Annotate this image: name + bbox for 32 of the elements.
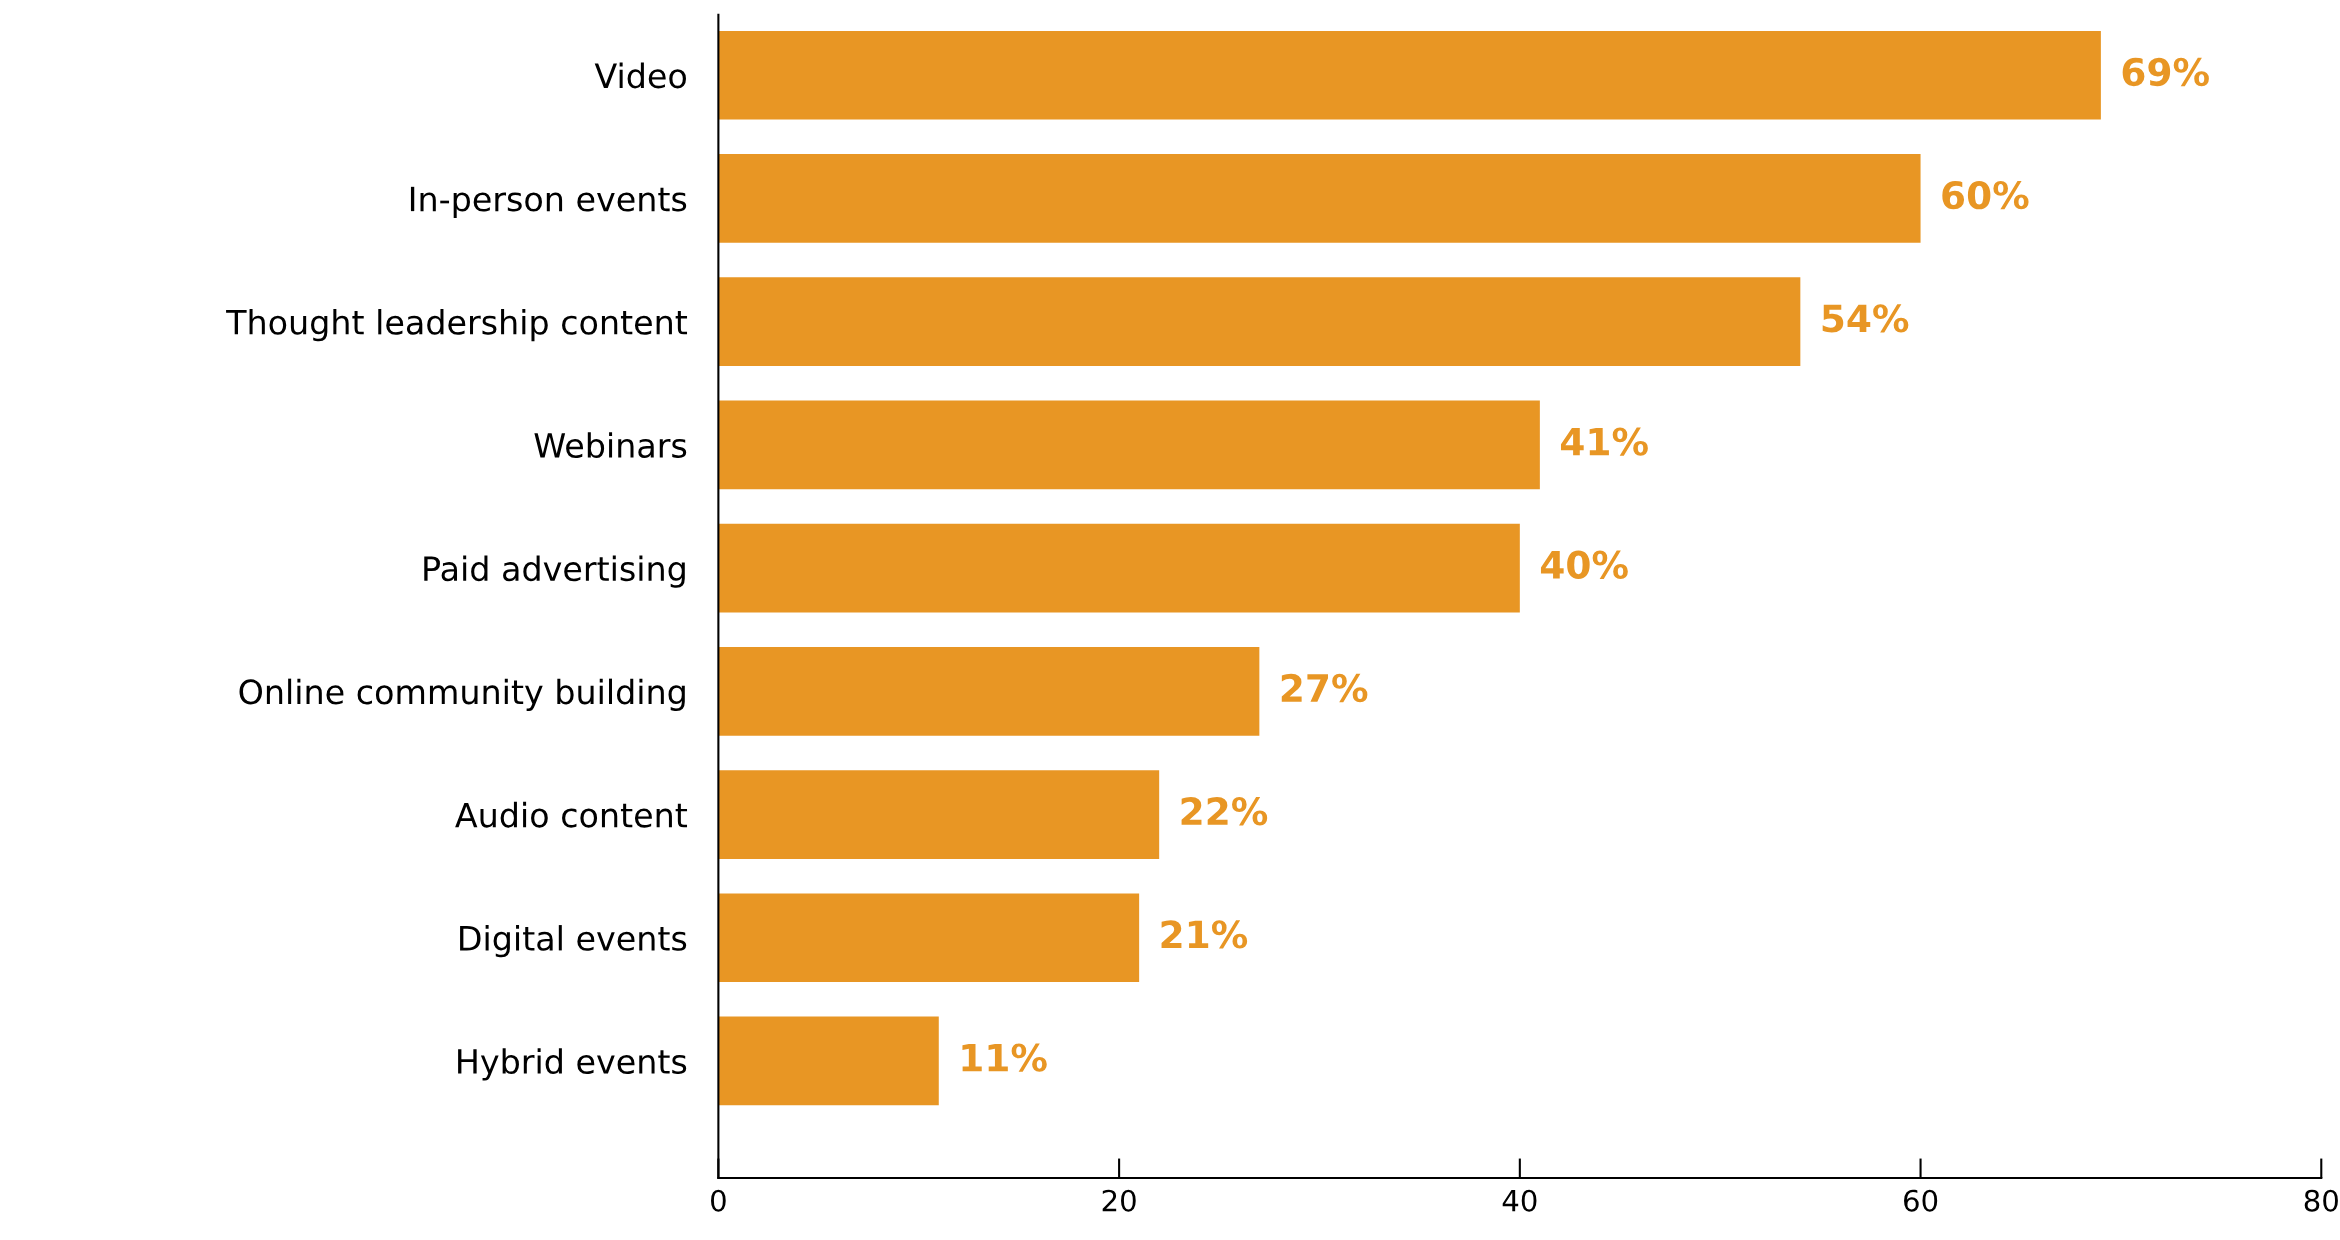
data-label: 11% [962,1043,1047,1072]
data-label: 69% [2122,57,2209,87]
y-tick-label: Paid advertising [424,555,685,588]
x-tick-label: 0 [711,1189,726,1212]
x-tick-label: 60 [1904,1189,1938,1212]
bar [718,646,1260,736]
bar [718,893,1140,983]
data-label: 22% [1181,797,1268,826]
x-tick-label: 20 [1102,1189,1136,1212]
bar [718,1016,939,1106]
data-label: 40% [1540,550,1628,579]
bar [718,523,1520,613]
data-label: 21% [1161,920,1248,949]
data-label: 60% [1942,180,2029,210]
bar [718,30,2101,120]
y-tick-label: In-person events [410,186,687,219]
bar [718,400,1540,490]
data-label: 54% [1822,304,1909,333]
y-tick-label: Thought leadership content [226,309,688,342]
data-label: 41% [1561,427,1648,456]
x-tick-label: 40 [1502,1189,1537,1212]
bar [718,770,1160,859]
y-tick-label: Video [594,62,686,89]
data-label: 27% [1281,673,1368,703]
bar [718,154,1921,243]
y-tick-label: Audio content [455,801,688,828]
x-tick-label: 80 [2304,1189,2338,1212]
y-tick-label: Digital events [460,925,687,958]
y-tick-label: Online community building [239,678,685,711]
y-tick-label: Webinars [534,432,687,459]
y-tick-label: Hybrid events [458,1048,687,1081]
bar [718,277,1801,367]
